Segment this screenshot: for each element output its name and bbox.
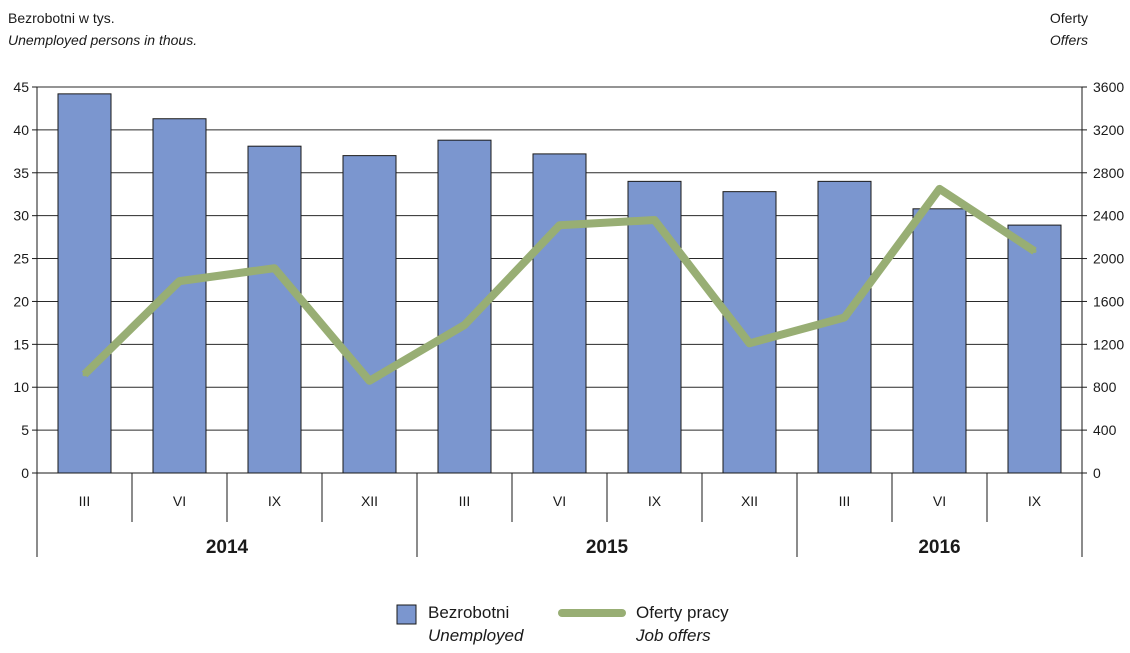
job-offers-point bbox=[937, 186, 942, 191]
left-tick-label: 20 bbox=[13, 293, 29, 309]
bar bbox=[342, 155, 397, 474]
job-offers-point bbox=[177, 279, 182, 284]
left-axis-title-en: Unemployed persons in thous. bbox=[8, 32, 197, 48]
job-offers-point bbox=[557, 223, 562, 228]
category-label: VI bbox=[933, 493, 946, 509]
category-label: III bbox=[79, 493, 91, 509]
right-tick-label: 1600 bbox=[1093, 293, 1124, 309]
category-label: VI bbox=[173, 493, 186, 509]
right-tick-label: 2400 bbox=[1093, 208, 1124, 224]
category-label: III bbox=[459, 493, 471, 509]
job-offers-point bbox=[272, 266, 277, 271]
legend-label-unemployed-en: Unemployed bbox=[428, 626, 524, 645]
left-tick-label: 0 bbox=[21, 465, 29, 481]
category-label: VI bbox=[553, 493, 566, 509]
legend-swatch-unemployed bbox=[396, 604, 417, 625]
bar bbox=[532, 153, 587, 474]
bar bbox=[247, 145, 302, 474]
right-tick-label: 800 bbox=[1093, 379, 1117, 395]
axis-labels: 0 5 10 15 20 25 30 35 40 45 0 400 800 1200 1600 2000 240… bbox=[13, 79, 1124, 558]
left-tick-label: 45 bbox=[13, 79, 29, 95]
job-offers-point bbox=[462, 323, 467, 328]
left-tick-label: 5 bbox=[21, 422, 29, 438]
right-axis-title: Oferty bbox=[1050, 10, 1088, 26]
bar bbox=[1007, 224, 1062, 474]
left-tick-label: 30 bbox=[13, 208, 29, 224]
job-offers-point bbox=[652, 217, 657, 222]
job-offers-point bbox=[1032, 249, 1037, 254]
right-tick-label: 1200 bbox=[1093, 336, 1124, 352]
year-label: 2016 bbox=[918, 537, 960, 558]
job-offers-point bbox=[367, 378, 372, 383]
right-tick-label: 400 bbox=[1093, 422, 1117, 438]
bar bbox=[722, 191, 777, 474]
right-tick-label: 2800 bbox=[1093, 165, 1124, 181]
bar-series bbox=[57, 93, 1062, 474]
right-axis-title-en: Offers bbox=[1050, 32, 1088, 48]
legend-label-unemployed: Bezrobotni bbox=[428, 603, 509, 622]
left-axis-title: Bezrobotni w tys. bbox=[8, 10, 115, 26]
line-series bbox=[81, 184, 1037, 385]
job-offers-point bbox=[82, 372, 87, 377]
bar bbox=[912, 208, 967, 474]
left-tick-label: 40 bbox=[13, 122, 29, 138]
job-offers-point bbox=[747, 341, 752, 346]
right-tick-label: 2000 bbox=[1093, 251, 1124, 267]
category-label: IX bbox=[648, 493, 662, 509]
right-tick-label: 0 bbox=[1093, 465, 1101, 481]
category-label: XII bbox=[741, 493, 758, 509]
category-label: IX bbox=[1028, 493, 1042, 509]
left-tick-label: 25 bbox=[13, 251, 29, 267]
category-label: III bbox=[839, 493, 851, 509]
right-tick-label: 3600 bbox=[1093, 79, 1124, 95]
right-tick-label: 3200 bbox=[1093, 122, 1124, 138]
legend-label-job-offers: Oferty pracy bbox=[636, 603, 729, 622]
left-tick-label: 15 bbox=[13, 336, 29, 352]
job-offers-point bbox=[842, 315, 847, 320]
left-tick-label: 10 bbox=[13, 379, 29, 395]
bar bbox=[57, 93, 112, 474]
axes bbox=[32, 86, 1087, 557]
year-label: 2015 bbox=[586, 537, 629, 558]
year-label: 2014 bbox=[206, 537, 249, 558]
bar bbox=[817, 180, 872, 474]
category-label: XII bbox=[361, 493, 378, 509]
legend: Bezrobotni Unemployed Oferty pracy Job o… bbox=[396, 603, 729, 645]
category-label: IX bbox=[268, 493, 282, 509]
legend-label-job-offers-en: Job offers bbox=[635, 626, 711, 645]
left-tick-label: 35 bbox=[13, 165, 29, 181]
